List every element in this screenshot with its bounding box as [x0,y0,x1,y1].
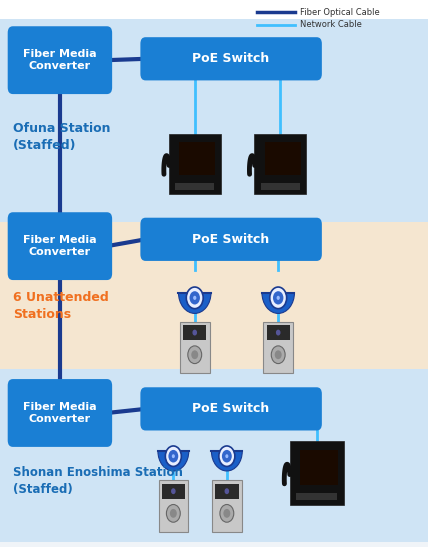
FancyBboxPatch shape [158,480,188,532]
Text: PoE Switch: PoE Switch [193,403,270,415]
Circle shape [220,504,234,522]
Circle shape [270,287,287,309]
Circle shape [225,454,229,458]
FancyBboxPatch shape [254,134,306,195]
Text: Shonan Enoshima Station
(Staffed): Shonan Enoshima Station (Staffed) [13,467,183,496]
FancyBboxPatch shape [267,325,290,340]
FancyBboxPatch shape [179,142,215,175]
FancyBboxPatch shape [0,369,428,542]
Wedge shape [178,293,211,313]
Text: PoE Switch: PoE Switch [193,233,270,246]
Circle shape [223,509,230,518]
FancyBboxPatch shape [140,218,322,261]
Circle shape [186,287,203,309]
FancyBboxPatch shape [162,484,185,499]
Circle shape [275,350,282,359]
FancyBboxPatch shape [140,387,322,430]
FancyBboxPatch shape [0,19,428,222]
FancyBboxPatch shape [261,183,300,190]
Circle shape [168,450,178,463]
FancyBboxPatch shape [212,480,241,532]
Wedge shape [211,451,242,471]
FancyBboxPatch shape [8,26,112,94]
FancyBboxPatch shape [0,0,428,19]
Wedge shape [158,451,189,471]
Circle shape [219,446,235,467]
FancyBboxPatch shape [140,37,322,80]
Circle shape [271,346,285,364]
Text: Fiber Media
Converter: Fiber Media Converter [23,235,97,257]
FancyBboxPatch shape [175,183,214,190]
FancyBboxPatch shape [0,222,428,369]
FancyBboxPatch shape [300,450,339,485]
Text: Ofuna Station
(Staffed): Ofuna Station (Staffed) [13,122,110,152]
Circle shape [188,346,202,364]
FancyBboxPatch shape [169,134,221,195]
Circle shape [191,350,198,359]
Circle shape [193,330,197,335]
FancyBboxPatch shape [296,493,337,501]
Circle shape [222,450,232,463]
FancyBboxPatch shape [180,322,210,373]
Circle shape [193,296,196,300]
Circle shape [225,488,229,494]
Circle shape [172,454,175,458]
FancyBboxPatch shape [8,212,112,280]
Circle shape [165,446,181,467]
FancyBboxPatch shape [8,379,112,447]
Wedge shape [262,293,294,313]
FancyBboxPatch shape [264,322,293,373]
Text: Fiber Media
Converter: Fiber Media Converter [23,49,97,71]
FancyBboxPatch shape [290,441,344,505]
Circle shape [273,291,283,305]
Circle shape [276,330,280,335]
Text: PoE Switch: PoE Switch [193,53,270,65]
Circle shape [276,296,280,300]
Text: 6 Unattended
Stations: 6 Unattended Stations [13,292,109,321]
Text: Network Cable: Network Cable [300,20,362,29]
Circle shape [170,509,177,518]
Text: Fiber Media
Converter: Fiber Media Converter [23,402,97,424]
Text: Fiber Optical Cable: Fiber Optical Cable [300,8,379,16]
FancyBboxPatch shape [215,484,238,499]
Circle shape [166,504,180,522]
Circle shape [190,291,200,305]
Circle shape [171,488,175,494]
FancyBboxPatch shape [183,325,206,340]
FancyBboxPatch shape [265,142,301,175]
